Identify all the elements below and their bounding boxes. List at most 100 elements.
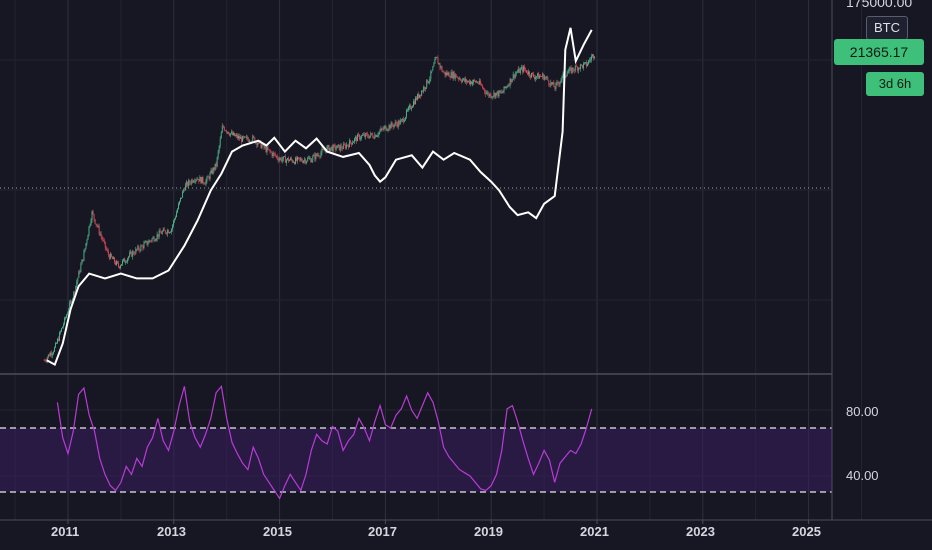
candle [457, 77, 459, 79]
candle [477, 81, 479, 83]
candle [593, 54, 595, 59]
candle [248, 139, 250, 142]
candle [98, 225, 100, 234]
candle [503, 86, 505, 92]
candle [399, 120, 401, 125]
candle [331, 146, 333, 152]
candle [155, 238, 157, 241]
candle [180, 197, 182, 202]
candle [531, 72, 532, 78]
candle [93, 214, 95, 220]
candle [354, 138, 355, 142]
candle [432, 66, 434, 71]
candle [182, 191, 184, 198]
candle [461, 79, 463, 82]
candle [455, 74, 457, 78]
candle [446, 72, 448, 75]
candle [118, 263, 119, 267]
candle [498, 90, 500, 97]
candle [345, 144, 347, 149]
candle [86, 239, 88, 244]
candle [482, 85, 484, 89]
candle [356, 136, 358, 142]
candle [586, 62, 587, 67]
candle [401, 118, 403, 120]
candle [236, 134, 237, 136]
candle [496, 91, 498, 94]
candle [418, 93, 420, 98]
candle [411, 107, 412, 109]
candle [45, 360, 47, 362]
candle [117, 261, 118, 264]
candle [110, 253, 112, 257]
candle [397, 121, 399, 127]
candle [476, 81, 478, 83]
candle [54, 343, 56, 348]
candle [188, 180, 190, 186]
candle [143, 243, 145, 249]
candle [229, 133, 231, 136]
candle [517, 68, 519, 73]
candle [200, 176, 202, 184]
candle [369, 135, 371, 139]
candle [380, 128, 382, 131]
candle [514, 73, 516, 78]
candle [249, 141, 251, 143]
candle [109, 253, 111, 259]
candle [509, 78, 511, 86]
candle [437, 57, 439, 64]
candle [548, 80, 550, 85]
candle [97, 225, 99, 227]
candle [211, 170, 213, 174]
candle [520, 67, 522, 69]
candle [66, 314, 68, 318]
candle [122, 260, 124, 265]
candle [70, 301, 72, 303]
candle [474, 79, 476, 81]
candle [407, 107, 409, 111]
candle [480, 80, 482, 85]
candle [396, 123, 398, 127]
candle [544, 77, 546, 80]
x-tick-2017: 2017 [368, 524, 397, 539]
candle [314, 154, 316, 160]
candle [280, 157, 282, 162]
candle [594, 56, 596, 59]
candle [69, 302, 71, 311]
candle [357, 134, 359, 142]
candle [337, 144, 339, 146]
candle [392, 125, 394, 127]
candle [430, 71, 432, 79]
candle [58, 338, 59, 341]
candle [245, 136, 247, 138]
candle [172, 220, 174, 226]
candle [76, 281, 78, 286]
candle [424, 87, 426, 89]
candle [322, 149, 324, 150]
candle [208, 176, 210, 179]
candle [434, 59, 436, 64]
candle [262, 144, 264, 146]
candle [420, 94, 422, 96]
candle [258, 140, 260, 144]
candle [450, 72, 452, 78]
candle [288, 159, 290, 162]
candle [433, 63, 435, 67]
candle [108, 254, 110, 259]
candle [178, 203, 179, 210]
candle [286, 157, 288, 160]
candle [90, 220, 92, 225]
candle [404, 117, 406, 121]
candle [287, 157, 289, 162]
candle [336, 145, 338, 149]
candle [571, 67, 573, 73]
symbol-badge[interactable]: BTC [866, 16, 908, 40]
candle [375, 134, 377, 137]
candle [59, 332, 60, 341]
candle [71, 301, 73, 304]
candle [315, 153, 317, 160]
candle [171, 225, 173, 229]
candle [275, 155, 277, 157]
candle [282, 156, 284, 160]
